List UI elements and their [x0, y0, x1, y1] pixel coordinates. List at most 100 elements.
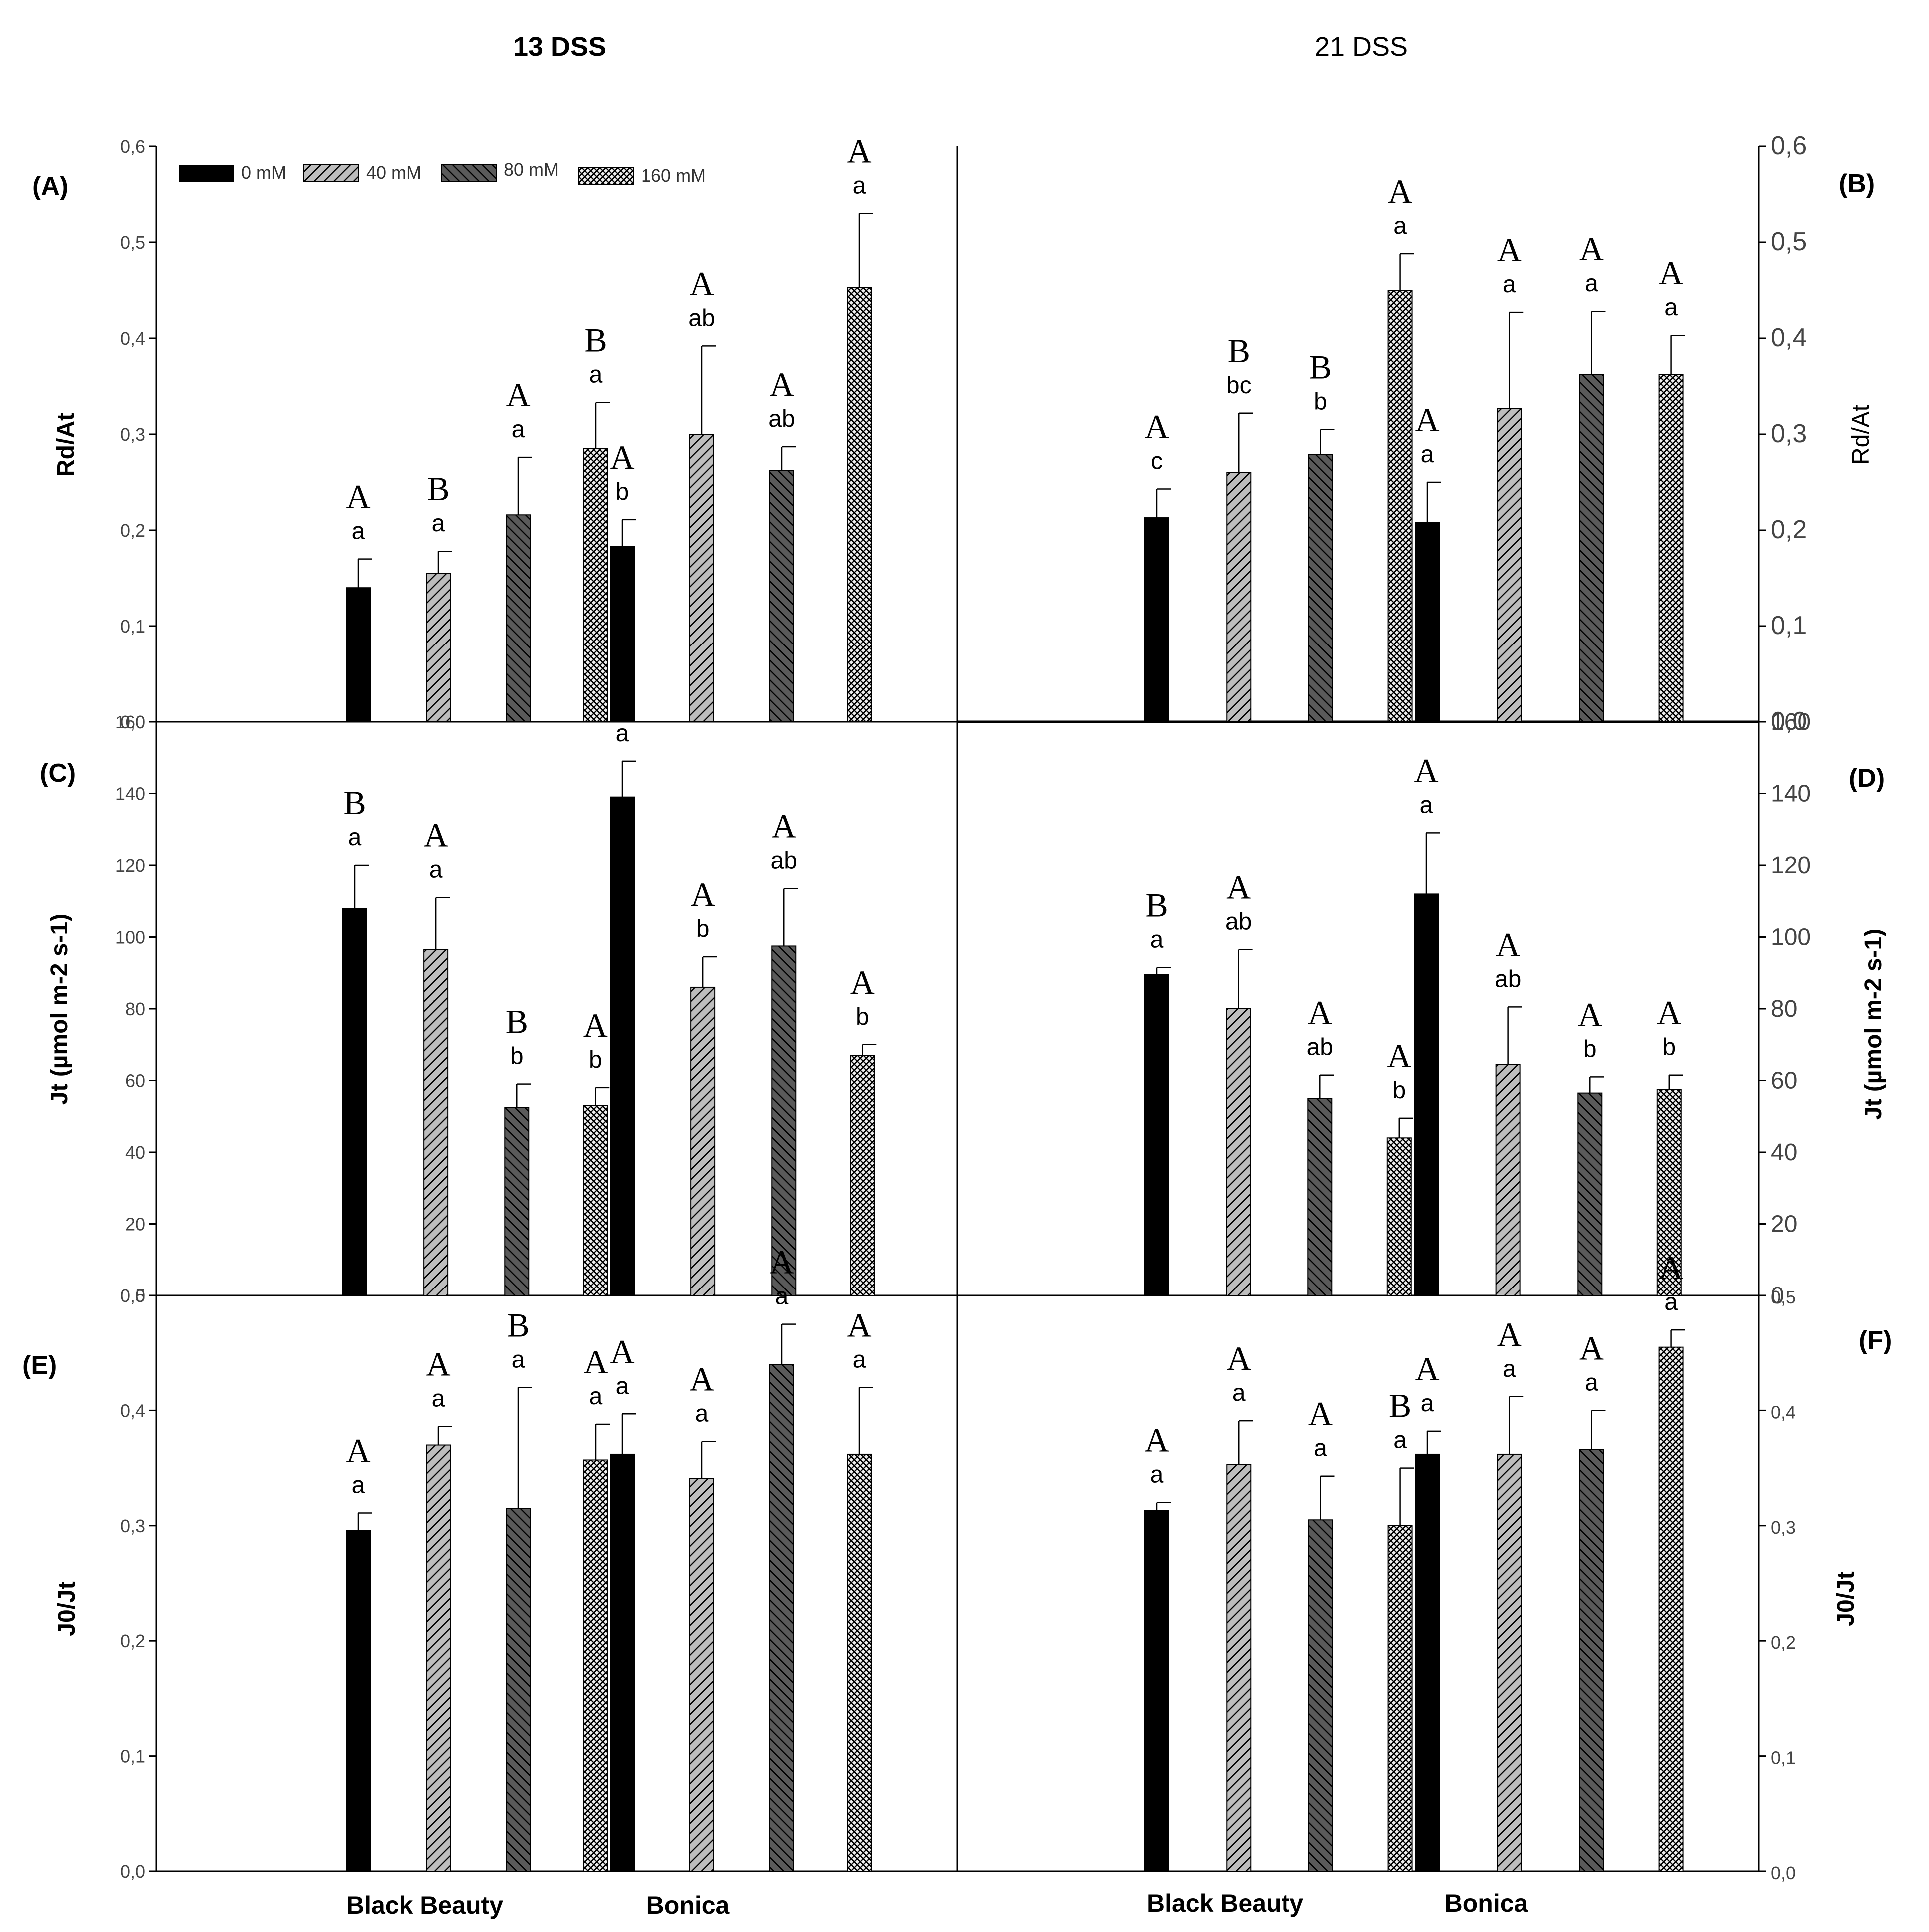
bar-e-black-beauty-40mm: [426, 1444, 451, 1872]
ytick-label-d-0: 0: [1771, 1283, 1784, 1309]
ylabel-b: Rd/At: [1848, 405, 1874, 465]
letter-lower-a-black-beauty-40mm: a: [432, 510, 445, 537]
bar-d-bonica-80mm: [1577, 1092, 1603, 1296]
bar-a-bonica-40mm: [689, 434, 714, 722]
ytick-label-d-8: 160: [1771, 709, 1811, 735]
letter-upper-f-bonica-40mm: A: [1497, 1315, 1522, 1353]
letter-lower-a-bonica-40mm: ab: [688, 305, 715, 331]
bar-c-bonica-0mm: [610, 796, 635, 1296]
letter-upper-f-black-beauty-80mm: A: [1308, 1395, 1333, 1433]
bar-f-black-beauty-80mm: [1308, 1519, 1333, 1872]
letter-upper-e-bonica-0mm: A: [610, 1332, 634, 1370]
ytick-label-a-4: 0,4: [120, 328, 145, 349]
letter-lower-f-bonica-0mm: a: [1421, 1390, 1434, 1417]
ytick-label-d-2: 40: [1771, 1139, 1797, 1166]
letter-lower-d-black-beauty-160mm: b: [1392, 1077, 1406, 1104]
bar-b-bonica-0mm: [1415, 522, 1440, 722]
letter-upper-e-black-beauty-80mm: B: [507, 1306, 529, 1344]
letter-lower-c-bonica-80mm: ab: [771, 848, 797, 874]
letter-upper-d-bonica-160mm: A: [1657, 994, 1681, 1032]
ytick-label-b-1: 0,1: [1771, 611, 1807, 640]
letter-upper-c-bonica-80mm: A: [772, 807, 796, 845]
ytick-label-a-5: 0,5: [120, 232, 145, 253]
ylabel-d: Jt (µmol m-2 s-1): [1860, 929, 1887, 1120]
letter-upper-e-black-beauty-40mm: A: [426, 1345, 450, 1383]
letter-upper-f-black-beauty-0mm: A: [1144, 1421, 1169, 1459]
ytick-label-c-1: 20: [125, 1214, 145, 1235]
bar-a-black-beauty-0mm: [346, 587, 371, 722]
bar-b-black-beauty-40mm: [1226, 472, 1252, 722]
letter-upper-d-bonica-40mm: A: [1496, 925, 1520, 963]
letter-lower-e-bonica-40mm: a: [695, 1401, 709, 1427]
letter-lower-d-bonica-80mm: b: [1583, 1036, 1597, 1062]
letter-lower-f-black-beauty-0mm: a: [1150, 1462, 1164, 1488]
panel-label-a: (A): [32, 172, 68, 201]
letter-lower-a-black-beauty-80mm: a: [512, 416, 525, 443]
letter-lower-f-bonica-80mm: a: [1585, 1369, 1598, 1396]
ylabel-a: Rd/At: [53, 413, 79, 477]
legend: 0 mM 40 mM 80 mM 160 mM: [179, 159, 706, 186]
letter-lower-f-black-beauty-160mm: a: [1393, 1427, 1407, 1454]
letter-lower-c-bonica-0mm: a: [616, 720, 629, 747]
letter-upper-a-bonica-160mm: A: [847, 132, 871, 170]
ylabel-e: J0/Jt: [54, 1581, 80, 1636]
ytick-label-e-1: 0,1: [120, 1746, 145, 1767]
ytick-label-e-2: 0,2: [120, 1631, 145, 1651]
title-21dss: 21 DSS: [1315, 32, 1408, 62]
bar-a-black-beauty-80mm: [506, 514, 531, 723]
letter-lower-e-black-beauty-80mm: a: [512, 1346, 525, 1373]
letter-lower-f-bonica-40mm: a: [1503, 1356, 1516, 1382]
ytick-label-c-4: 80: [125, 999, 145, 1019]
letter-upper-d-black-beauty-40mm: A: [1226, 868, 1251, 906]
ytick-label-a-2: 0,2: [120, 520, 145, 541]
legend-swatch-80mm: [441, 164, 497, 182]
ytick-label-b-5: 0,5: [1771, 227, 1807, 256]
xtick-left-black-beauty: Black Beauty: [346, 1891, 503, 1919]
bar-f-black-beauty-40mm: [1226, 1464, 1252, 1872]
letter-lower-b-black-beauty-160mm: a: [1393, 213, 1407, 239]
panel-label-d: (D): [1849, 764, 1885, 793]
ytick-label-d-4: 80: [1771, 996, 1797, 1022]
ytick-label-a-0: 0,0: [120, 712, 145, 732]
letter-lower-b-bonica-160mm: a: [1664, 294, 1678, 321]
bar-f-bonica-0mm: [1415, 1453, 1440, 1872]
letter-upper-f-black-beauty-40mm: A: [1227, 1339, 1251, 1377]
ytick-label-e-3: 0,3: [120, 1516, 145, 1536]
bar-e-bonica-0mm: [610, 1453, 635, 1872]
ytick-label-c-2: 40: [125, 1142, 145, 1163]
ytick-label-f-0: 0,0: [1771, 1863, 1796, 1883]
letter-upper-b-bonica-80mm: A: [1579, 230, 1604, 268]
letter-upper-e-black-beauty-160mm: A: [583, 1343, 608, 1381]
letter-upper-e-bonica-80mm: A: [769, 1243, 794, 1281]
bar-c-black-beauty-80mm: [504, 1107, 530, 1296]
bar-a-bonica-80mm: [769, 470, 794, 723]
bar-c-black-beauty-0mm: [342, 908, 367, 1296]
bar-c-bonica-160mm: [850, 1055, 875, 1296]
ytick-label-b-2: 0,2: [1771, 515, 1807, 544]
letter-upper-d-bonica-0mm: A: [1414, 751, 1438, 789]
ytick-label-e-5: 0,5: [120, 1286, 145, 1306]
bar-d-black-beauty-80mm: [1307, 1098, 1333, 1296]
letter-lower-e-bonica-80mm: a: [775, 1284, 789, 1310]
letter-upper-c-bonica-0mm: A: [610, 680, 634, 718]
letter-upper-c-bonica-160mm: A: [850, 963, 875, 1001]
legend-label-160mm: 160 mM: [641, 165, 706, 186]
ytick-label-c-8: 160: [115, 712, 145, 732]
letter-lower-b-bonica-80mm: a: [1585, 270, 1598, 297]
letter-upper-d-black-beauty-160mm: A: [1387, 1037, 1411, 1075]
letter-lower-d-black-beauty-40mm: ab: [1225, 909, 1252, 935]
bar-d-bonica-0mm: [1414, 893, 1439, 1296]
bar-b-bonica-160mm: [1658, 374, 1684, 722]
bar-c-black-beauty-40mm: [423, 949, 449, 1296]
letter-upper-b-black-beauty-80mm: B: [1309, 348, 1332, 386]
xtick-right-black-beauty: Black Beauty: [1147, 1889, 1303, 1917]
bar-d-black-beauty-160mm: [1386, 1137, 1412, 1296]
bar-a-bonica-160mm: [847, 287, 872, 722]
ytick-label-d-1: 20: [1771, 1211, 1797, 1238]
letter-upper-a-bonica-40mm: A: [689, 264, 714, 302]
letter-lower-c-bonica-160mm: b: [856, 1004, 869, 1030]
letter-upper-f-bonica-160mm: A: [1659, 1249, 1683, 1287]
ytick-label-c-6: 120: [115, 855, 145, 876]
bar-b-black-beauty-80mm: [1308, 454, 1333, 722]
letter-upper-c-black-beauty-0mm: B: [343, 784, 366, 822]
